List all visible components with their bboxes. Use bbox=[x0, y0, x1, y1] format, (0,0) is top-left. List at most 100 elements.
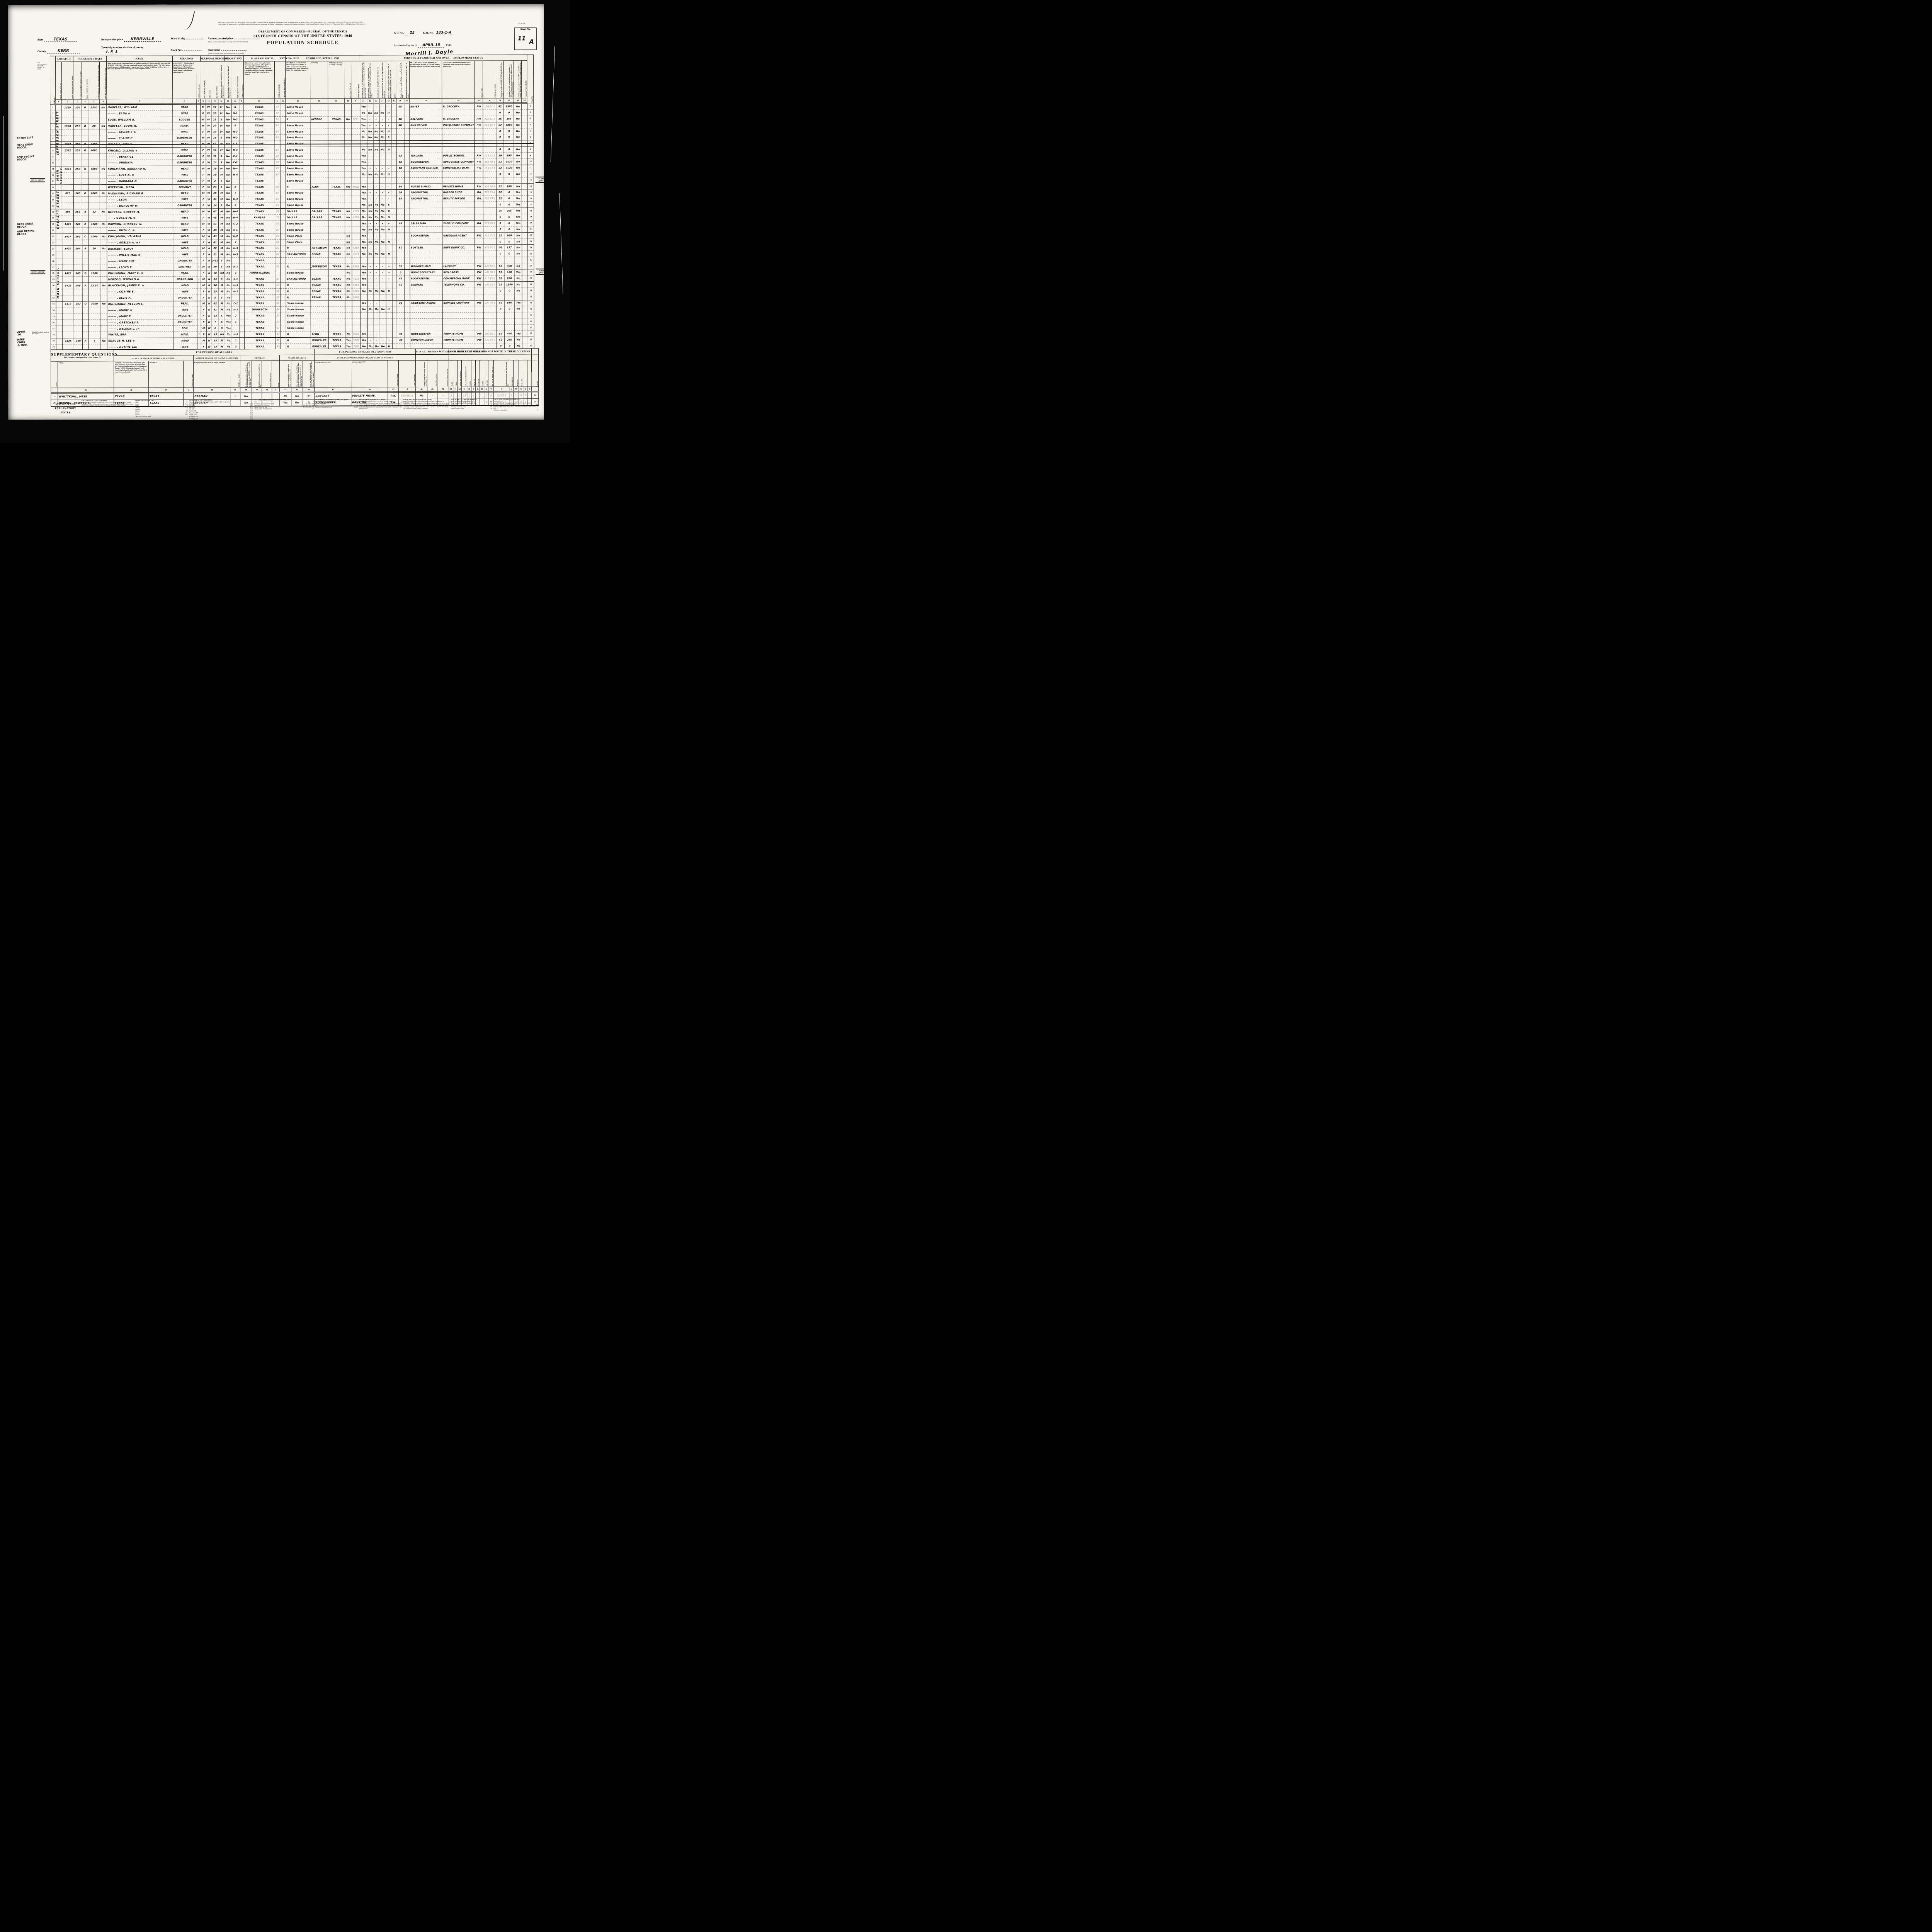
cell-c27 bbox=[404, 159, 410, 165]
cell-cB bbox=[240, 288, 245, 295]
cell-r17: R bbox=[286, 282, 311, 289]
cell-c25: – bbox=[386, 300, 392, 307]
cell-hh: 269 bbox=[74, 338, 83, 344]
cell-lnL: 33 bbox=[51, 301, 56, 308]
cell-c21: Yes bbox=[360, 276, 367, 282]
cell-age: 39 bbox=[211, 129, 218, 135]
cell-c33: No bbox=[514, 238, 522, 245]
cell-rel: WIFE bbox=[172, 172, 197, 178]
cell-cA bbox=[197, 325, 201, 332]
cell-sex: F bbox=[201, 288, 206, 295]
cell-lnL: 26 bbox=[50, 258, 56, 265]
cell-gr: C-1 bbox=[231, 227, 240, 233]
cell-race: W bbox=[206, 147, 211, 154]
cell-name: ——— , ELVIS A. bbox=[107, 294, 173, 301]
col-label-c21: Was this person AT WORK for pay or profi… bbox=[360, 61, 367, 99]
col-number-val: 5 bbox=[88, 99, 100, 104]
pen-flourish bbox=[179, 9, 195, 31]
cell-c34 bbox=[522, 238, 528, 245]
cell-c23: – bbox=[373, 282, 380, 288]
cell-c21: No bbox=[360, 251, 367, 258]
cell-bp: TEXAS bbox=[244, 282, 276, 289]
cell-lnR: 27 bbox=[527, 263, 534, 269]
cell-sex: M bbox=[201, 233, 206, 240]
cell-rel: HEAD. bbox=[173, 270, 197, 277]
cell-c26 bbox=[396, 288, 405, 294]
cell-val bbox=[88, 117, 100, 123]
col-number-sch: 13 bbox=[224, 99, 231, 104]
cell-own bbox=[82, 184, 88, 191]
cell-bp: TEXAS bbox=[243, 129, 275, 135]
cell-cB bbox=[240, 294, 245, 301]
cell-age: 61 bbox=[211, 141, 218, 148]
supp-cell-oK: 2 bbox=[449, 392, 454, 399]
cell-cit bbox=[281, 282, 286, 289]
cell-cF: 520 86 1 bbox=[483, 183, 497, 190]
cell-c27 bbox=[404, 269, 410, 276]
cell-cD bbox=[351, 165, 360, 172]
cell-c32: 1500 bbox=[504, 103, 514, 110]
cell-ind: EXPRESS COMPANY bbox=[442, 300, 475, 306]
cell-val bbox=[88, 295, 100, 301]
col-number-c27: 27 bbox=[404, 98, 410, 104]
cell-name: SKAGGS H. LEE ⊗ bbox=[107, 338, 173, 344]
cell-c21: Yes bbox=[360, 190, 367, 196]
cell-r18 bbox=[311, 239, 329, 245]
cell-bp: TEXAS bbox=[244, 245, 275, 252]
cell-c21 bbox=[360, 141, 367, 147]
cell-cB bbox=[240, 325, 245, 332]
cell-r18 bbox=[310, 177, 328, 184]
cell-cF bbox=[483, 238, 497, 245]
legend-box: Col. 5. VALUE OF HOME, IF OWNED: Where ow… bbox=[82, 400, 134, 422]
cell-ind: TELEPHONE CO. bbox=[442, 281, 475, 288]
cell-mar: M bbox=[218, 122, 224, 129]
cell-c31: 52 bbox=[496, 103, 504, 110]
cell-cD bbox=[351, 153, 360, 160]
cell-cit bbox=[281, 306, 286, 313]
cell-c31: 52 bbox=[496, 183, 504, 190]
cell-c25: – bbox=[386, 233, 392, 239]
cell-gr: C-4 bbox=[231, 153, 240, 160]
cell-c24: – bbox=[379, 165, 386, 172]
cell-c34 bbox=[522, 245, 528, 251]
cell-cC: 87 bbox=[275, 153, 281, 160]
supp-cell-oP: 8 bbox=[471, 392, 476, 399]
cell-rel: HEAD bbox=[172, 141, 197, 148]
cell-hh bbox=[73, 160, 82, 166]
cell-age: 14 bbox=[211, 202, 219, 209]
cell-farm: No bbox=[100, 166, 107, 172]
cell-cA bbox=[197, 307, 201, 313]
cell-mar: Wd bbox=[219, 331, 225, 338]
cell-name: EDGE, WILLIAM B. bbox=[107, 116, 173, 123]
cell-race: W bbox=[206, 209, 212, 215]
cell-c26 bbox=[396, 140, 404, 147]
col-number-c34: 34 bbox=[522, 98, 527, 103]
cell-lnR: 33 bbox=[527, 300, 534, 306]
cell-r18 bbox=[311, 325, 329, 332]
cell-age: 31 bbox=[211, 153, 219, 160]
col-label-mar: Marital status — Single (S), Married (M)… bbox=[218, 61, 224, 99]
supp-col-number-lnR bbox=[532, 386, 539, 392]
cell-cF bbox=[483, 146, 497, 153]
cell-c33: No bbox=[514, 281, 522, 288]
cell-c33: No bbox=[514, 134, 522, 141]
cell-own bbox=[82, 215, 88, 221]
cell-c21: No bbox=[360, 214, 367, 221]
cell-r18 bbox=[310, 153, 328, 160]
cell-c27 bbox=[404, 110, 410, 116]
cell-farm bbox=[100, 135, 107, 142]
supplementary-table: SUPPLEMENTARY QUESTIONS For Persons Enume… bbox=[51, 348, 539, 407]
cell-c23: No bbox=[373, 226, 380, 233]
cell-cB bbox=[239, 214, 244, 221]
cell-occ: DELIVERY bbox=[409, 116, 442, 122]
cell-sch: No bbox=[224, 214, 232, 221]
cell-r19: TEXAS bbox=[328, 264, 345, 270]
cell-lnL: 8 bbox=[50, 148, 56, 154]
cell-lnL: 15 bbox=[50, 190, 56, 197]
cell-gr: H-4 bbox=[231, 172, 240, 178]
cell-mar: M bbox=[218, 214, 225, 221]
cell-cD: 4121 bbox=[352, 276, 361, 282]
cell-r19 bbox=[328, 165, 345, 172]
cell-occ: BUS DRIVER bbox=[409, 122, 442, 129]
cell-c32: 1620 bbox=[504, 165, 514, 171]
